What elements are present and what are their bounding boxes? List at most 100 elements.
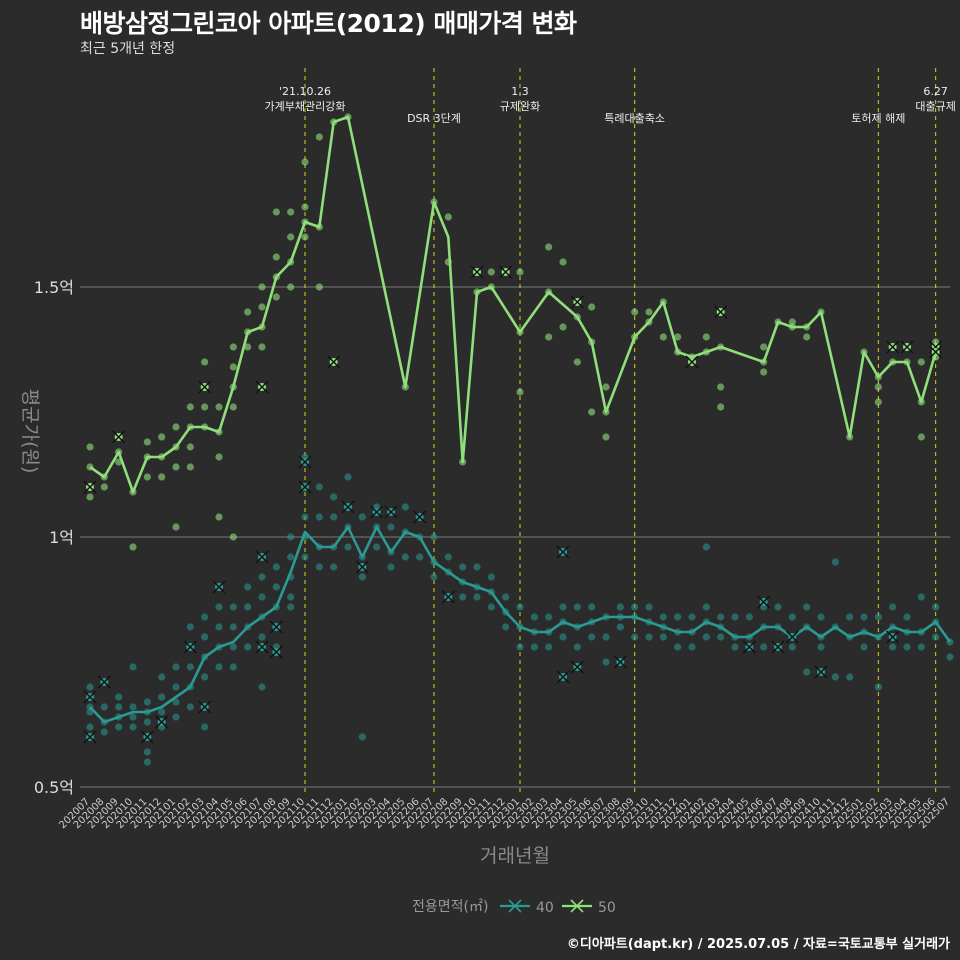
point-50 [301, 233, 309, 241]
point-40 [172, 713, 180, 721]
point-50 [659, 333, 667, 341]
cross-50 [255, 380, 269, 394]
point-50 [760, 368, 768, 376]
point-50 [631, 308, 639, 316]
point-40 [717, 633, 725, 641]
point-40 [487, 573, 495, 581]
point-40 [459, 563, 467, 571]
point-40 [788, 643, 796, 651]
point-40 [889, 643, 897, 651]
point-40 [702, 603, 710, 611]
point-50 [258, 283, 266, 291]
point-40 [602, 658, 610, 666]
point-40 [688, 613, 696, 621]
point-50 [143, 473, 151, 481]
cross-40 [413, 510, 427, 524]
cross-40 [355, 560, 369, 574]
point-40 [373, 543, 381, 551]
legend-label-40: 40 [536, 900, 554, 916]
cross-40 [183, 640, 197, 654]
point-40 [100, 728, 108, 736]
point-40 [602, 633, 610, 641]
point-50 [172, 423, 180, 431]
cross-50 [929, 345, 943, 359]
point-50 [86, 493, 94, 501]
cross-40 [556, 545, 570, 559]
point-40 [401, 553, 409, 561]
point-50 [516, 388, 524, 396]
point-40 [717, 613, 725, 621]
point-40 [731, 643, 739, 651]
point-40 [674, 643, 682, 651]
point-40 [430, 573, 438, 581]
cross-40 [570, 660, 584, 674]
event-label: 토허제 해제 [851, 111, 905, 125]
point-50 [444, 213, 452, 221]
cross-50 [198, 380, 212, 394]
source-credit: ©디아파트(dapt.kr) / 2025.07.05 / 자료=국토교통부 실… [566, 937, 950, 952]
point-50 [158, 433, 166, 441]
point-40 [946, 653, 954, 661]
point-50 [645, 308, 653, 316]
point-50 [201, 358, 209, 366]
cross-40 [140, 730, 154, 744]
cross-40 [269, 645, 283, 659]
point-50 [315, 133, 323, 141]
point-50 [487, 268, 495, 276]
point-40 [201, 633, 209, 641]
event-label-line: 규제완화 [500, 100, 540, 113]
point-40 [674, 613, 682, 621]
point-40 [258, 633, 266, 641]
cross-40 [341, 500, 355, 514]
point-40 [229, 663, 237, 671]
cross-40 [441, 590, 455, 604]
point-50 [215, 403, 223, 411]
legend-title: 전용면적(㎡) [412, 899, 488, 915]
cross-40 [785, 630, 799, 644]
point-40 [129, 703, 137, 711]
point-40 [860, 643, 868, 651]
cross-40 [298, 480, 312, 494]
point-40 [330, 513, 338, 521]
point-40 [444, 553, 452, 561]
legend-label-50: 50 [598, 900, 616, 916]
point-40 [588, 633, 596, 641]
point-40 [229, 603, 237, 611]
point-50 [287, 283, 295, 291]
point-40 [344, 543, 352, 551]
point-40 [530, 643, 538, 651]
point-40 [86, 683, 94, 691]
point-40 [702, 543, 710, 551]
point-40 [631, 633, 639, 641]
point-50 [760, 343, 768, 351]
point-40 [473, 593, 481, 601]
point-50 [917, 358, 925, 366]
point-40 [573, 643, 581, 651]
point-40 [244, 643, 252, 651]
cross-40 [370, 505, 384, 519]
point-40 [186, 703, 194, 711]
point-40 [387, 563, 395, 571]
point-50 [229, 403, 237, 411]
cross-40 [771, 640, 785, 654]
cross-50 [83, 480, 97, 494]
point-50 [86, 443, 94, 451]
point-40 [846, 673, 854, 681]
point-40 [344, 473, 352, 481]
point-40 [186, 663, 194, 671]
point-40 [917, 643, 925, 651]
point-40 [100, 703, 108, 711]
point-50 [186, 463, 194, 471]
point-40 [330, 563, 338, 571]
point-40 [860, 613, 868, 621]
point-40 [788, 613, 796, 621]
point-50 [258, 343, 266, 351]
y-axis-title: 평균가(원) [19, 389, 41, 474]
point-40 [401, 503, 409, 511]
cross-40 [613, 655, 627, 669]
event-label-line: '21.10.26 [279, 85, 331, 98]
point-50 [559, 323, 567, 331]
point-50 [602, 383, 610, 391]
point-40 [115, 693, 123, 701]
